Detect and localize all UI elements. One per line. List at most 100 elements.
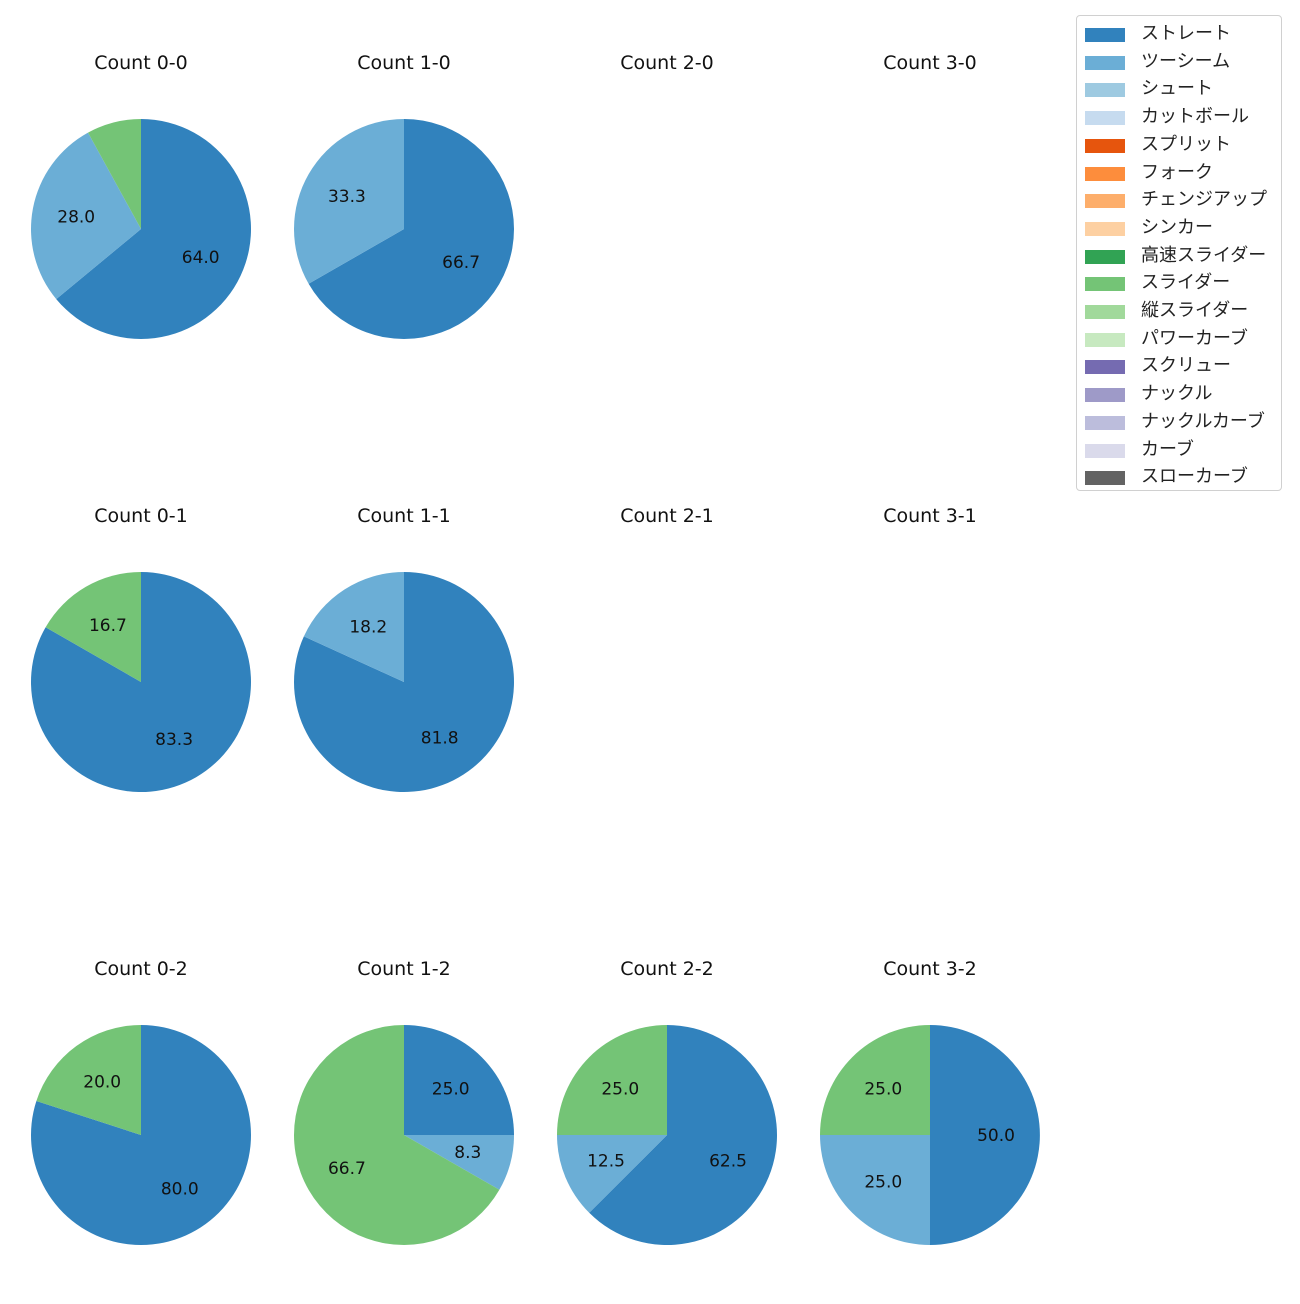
pie-6: Count 1-1 81.8 18.2: [294, 505, 514, 792]
legend-swatch: [1085, 55, 1125, 70]
pie-slice-label: 16.7: [89, 616, 127, 636]
pie-slice: [589, 1025, 778, 1245]
pie-slice-label: 62.5: [709, 1151, 747, 1171]
legend-swatch: [1085, 83, 1125, 98]
pie-slice: [930, 1025, 1040, 1245]
legend-label: 高速スライダー: [1141, 244, 1267, 266]
pie-slice-label: 66.7: [442, 253, 480, 273]
pie-3: Count 2-0: [620, 52, 714, 74]
legend-label: フォーク: [1141, 161, 1213, 183]
pie-title: Count 2-2: [620, 958, 714, 980]
legend-item: シュート: [1077, 77, 1283, 101]
pie-slice: [303, 572, 404, 682]
pie-slice: [820, 1025, 930, 1135]
legend-swatch: [1085, 388, 1125, 403]
pie-title: Count 1-2: [357, 958, 451, 980]
legend-item: スプリット: [1077, 133, 1283, 157]
legend-label: ナックル: [1141, 383, 1213, 405]
legend-swatch: [1085, 111, 1125, 126]
pie-title: Count 0-0: [94, 52, 188, 74]
pie-slice: [45, 572, 141, 682]
legend-label: スライダー: [1141, 272, 1231, 294]
legend-swatch: [1085, 360, 1125, 375]
legend-label: シンカー: [1141, 216, 1213, 238]
legend-swatch: [1085, 249, 1125, 264]
legend-item: スライダー: [1077, 271, 1283, 295]
pie-slice-label: 50.0: [977, 1126, 1015, 1146]
legend-label: カットボール: [1141, 106, 1249, 128]
legend-item: ツーシーム: [1077, 50, 1283, 74]
legend-item: ストレート: [1077, 22, 1283, 46]
legend-item: ナックルカーブ: [1077, 410, 1283, 434]
pie-slice-label: 28.0: [57, 208, 95, 228]
pie-slice-label: 25.0: [864, 1173, 902, 1193]
pie-slice-label: 25.0: [432, 1079, 470, 1099]
pie-slice: [557, 1025, 667, 1135]
legend-label: 縦スライダー: [1141, 300, 1249, 321]
pie-7: Count 2-1: [620, 505, 714, 527]
pie-slice-label: 83.3: [155, 730, 193, 750]
pie-slice-label: 25.0: [601, 1079, 639, 1099]
legend-label: カーブ: [1141, 438, 1194, 460]
legend-label: チェンジアップ: [1141, 189, 1267, 211]
legend-item: 縦スライダー: [1077, 299, 1283, 323]
pie-slice: [293, 1025, 500, 1245]
pie-slice: [56, 119, 251, 339]
legend-label: ストレート: [1141, 23, 1231, 44]
pie-slice-label: 8.3: [454, 1143, 481, 1163]
legend-swatch: [1085, 443, 1125, 458]
legend-label: ツーシーム: [1141, 50, 1231, 72]
legend-swatch: [1085, 166, 1125, 181]
pie-slice: [293, 119, 404, 284]
pie-5: Count 0-1 83.3 16.7: [31, 505, 252, 792]
legend: ストレートツーシームシュートカットボール スプリットフォークチェンジアップ シンカー…: [1076, 15, 1282, 491]
pie-title: Count 3-1: [883, 505, 977, 527]
pie-title: Count 0-1: [94, 505, 188, 527]
pie-8: Count 3-1: [883, 505, 977, 527]
legend-label: スプリット: [1141, 133, 1231, 155]
pie-slice: [820, 1135, 930, 1245]
legend-item: スローカーブ: [1077, 465, 1283, 489]
pie-slice-label: 80.0: [161, 1179, 199, 1199]
pie-slice: [88, 119, 141, 229]
legend-label: シュート: [1141, 78, 1213, 100]
pie-slice: [404, 1135, 514, 1190]
pie-title: Count 3-2: [883, 958, 977, 980]
pie-title: Count 2-0: [620, 52, 714, 74]
pie-9: Count 0-2 80.0 20.0: [30, 958, 252, 1245]
pie-1: Count 0-0 64.0 28.0: [30, 52, 251, 339]
legend-swatch: [1085, 138, 1125, 153]
pie-title: Count 3-0: [883, 52, 977, 74]
legend-swatch: [1085, 471, 1125, 486]
legend-item: フォーク: [1077, 161, 1283, 185]
legend-item: チェンジアップ: [1077, 188, 1283, 212]
pie-slice-label: 12.5: [587, 1151, 625, 1171]
pie-11: Count 2-2 62.5 12.5 25.0: [557, 958, 778, 1245]
legend-swatch: [1085, 305, 1125, 319]
pie-title: Count 2-1: [620, 505, 714, 527]
pie-slice: [31, 572, 252, 792]
legend-swatch: [1085, 28, 1125, 42]
legend-item: シンカー: [1077, 216, 1283, 240]
pie-slice: [30, 132, 141, 300]
pie-slice: [36, 1025, 141, 1135]
pie-title: Count 1-1: [357, 505, 451, 527]
pie-slice: [557, 1135, 667, 1213]
pie-slice-label: 20.0: [83, 1073, 121, 1093]
pie-4: Count 3-0: [883, 52, 977, 74]
pie-slice-label: 81.8: [421, 729, 459, 749]
pie-10: Count 1-2 25.0 8.3 66.7: [293, 958, 514, 1245]
legend-label: ナックルカーブ: [1141, 410, 1265, 432]
legend-swatch: [1085, 194, 1125, 209]
legend-item: カーブ: [1077, 438, 1283, 462]
pie-slice-label: 66.7: [328, 1159, 366, 1179]
legend-swatch: [1085, 415, 1125, 430]
pie-slice-label: 33.3: [328, 187, 366, 207]
pie-title: Count 1-0: [357, 52, 451, 74]
pie-slice-label: 25.0: [864, 1079, 902, 1099]
legend-swatch: [1085, 221, 1125, 236]
legend-item: カットボール: [1077, 105, 1283, 129]
pie-12: Count 3-2 50.0 25.0 25.0: [820, 958, 1040, 1245]
